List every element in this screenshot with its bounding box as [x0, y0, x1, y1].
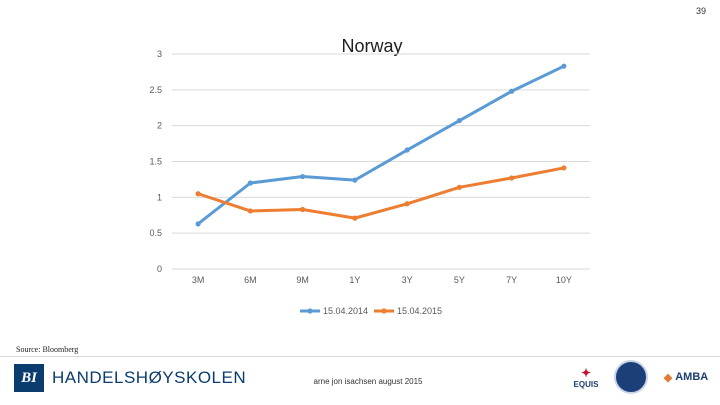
y-tick-label: 1 — [157, 192, 162, 202]
legend-label: 15.04.2015 — [397, 306, 442, 316]
data-point — [247, 180, 253, 186]
series-lines — [195, 63, 567, 227]
data-point — [300, 173, 306, 180]
equis-label: EQUIS — [573, 379, 599, 389]
data-point — [195, 191, 201, 197]
y-tick-label: 2 — [157, 121, 162, 131]
series-line-0 — [196, 64, 566, 226]
legend: 15.04.2014 15.04.2015 — [300, 306, 442, 316]
footer-divider — [0, 356, 720, 357]
x-tick-label: 9M — [296, 275, 309, 285]
y-axis-ticks: 0 0.5 1 1.5 2 2.5 3 — [149, 49, 162, 274]
amba-diamond-icon: ◆ — [663, 371, 673, 384]
source-note: Source: Bloomberg — [16, 345, 79, 354]
legend-marker — [307, 308, 313, 314]
x-axis-ticks: 3M 6M 9M 1Y 3Y 5Y 7Y 10Y — [192, 275, 572, 285]
legend-label: 15.04.2014 — [323, 306, 368, 316]
x-tick-label: 10Y — [556, 275, 572, 285]
amba-logo: ◆ AMBA — [656, 361, 716, 393]
y-tick-label: 3 — [157, 49, 162, 59]
x-tick-label: 3Y — [402, 275, 413, 285]
data-point — [456, 184, 462, 190]
data-point — [509, 88, 515, 94]
accreditation-logos: ✦ EQUIS ◆ AMBA — [566, 360, 716, 394]
data-point — [195, 221, 201, 227]
bi-logo-mark: BI — [14, 364, 44, 392]
bi-logo-name: HANDELSHØYSKOLEN — [52, 368, 247, 387]
x-tick-label: 3M — [192, 275, 205, 285]
data-point — [300, 206, 306, 213]
data-point — [404, 201, 410, 207]
data-point — [404, 147, 410, 153]
data-point — [561, 63, 567, 69]
y-tick-label: 2.5 — [149, 85, 162, 95]
page-number: 39 — [695, 6, 706, 16]
data-point — [509, 175, 515, 181]
legend-marker — [381, 308, 387, 314]
data-point — [247, 208, 253, 214]
x-tick-label: 1Y — [349, 275, 360, 285]
aacsb-seal-icon — [614, 360, 648, 394]
x-tick-label: 5Y — [454, 275, 465, 285]
series-line-1 — [196, 166, 566, 220]
data-point — [456, 118, 462, 124]
bi-logo: BI HANDELSHØYSKOLEN — [14, 364, 246, 392]
y-tick-label: 0 — [157, 264, 162, 274]
y-tick-label: 0.5 — [149, 228, 162, 238]
chart-title: Norway — [341, 36, 403, 56]
equis-logo: ✦ EQUIS — [566, 361, 606, 393]
data-point — [561, 165, 567, 171]
equis-star-icon: ✦ — [580, 365, 592, 380]
footer-author-date: arne jon isachsen august 2015 — [313, 377, 423, 386]
data-point — [352, 215, 358, 221]
line-chart: 0 0.5 1 1.5 2 2.5 3 3M 6M 9M 1Y 3Y 5Y 7Y 10Y 15.04.20… — [149, 49, 590, 316]
x-tick-label: 6M — [244, 275, 257, 285]
x-tick-label: 7Y — [506, 275, 517, 285]
amba-label: AMBA — [675, 371, 709, 383]
data-point — [352, 177, 358, 183]
y-tick-label: 1.5 — [149, 157, 162, 167]
grid-lines — [172, 53, 590, 270]
